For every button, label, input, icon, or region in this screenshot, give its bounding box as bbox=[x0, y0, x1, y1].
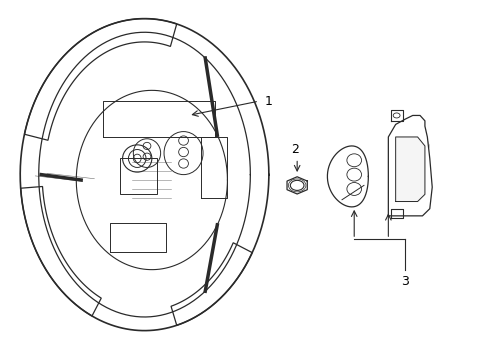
Bar bbox=[120, 158, 157, 194]
Text: 3: 3 bbox=[401, 275, 408, 288]
Text: 2: 2 bbox=[291, 143, 299, 156]
Polygon shape bbox=[395, 137, 424, 202]
Polygon shape bbox=[387, 116, 431, 216]
Text: 1: 1 bbox=[264, 95, 272, 108]
